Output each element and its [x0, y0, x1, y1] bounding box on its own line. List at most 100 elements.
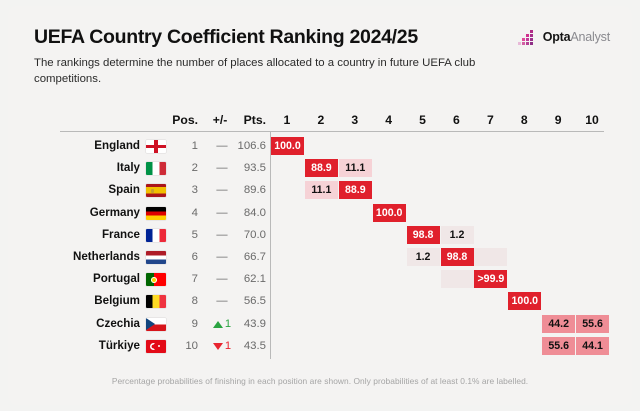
page-title: UEFA Country Coefficient Ranking 2024/25 [34, 26, 418, 48]
position-value: 5 [191, 228, 198, 241]
table-row[interactable]: Belgium 8 — 56.5 100.0 [8, 290, 632, 312]
probability-cell[interactable]: 98.8 [406, 225, 440, 244]
flag-germany-icon [146, 206, 166, 220]
probability-cell[interactable]: 44.1 [576, 336, 610, 355]
infographic-card: UEFA Country Coefficient Ranking 2024/25… [8, 6, 632, 405]
points-value: 62.1 [243, 273, 266, 286]
delta-value: — [204, 290, 240, 312]
points-value: 66.7 [243, 251, 266, 263]
table-row[interactable]: Spain 3 — 89.6 11.1 88.9 [8, 179, 632, 201]
country-name: France [101, 227, 140, 241]
points-value: 43.5 [243, 339, 266, 352]
ranking-grid: Pos. +/- Pts. 1 2 3 4 5 6 7 8 9 10 England 1 — 106.6 100.… [8, 110, 632, 360]
position-value: 1 [191, 140, 198, 152]
country-name: Türkiye [98, 338, 140, 352]
flag-italy-icon [146, 162, 166, 176]
table-row[interactable]: France 5 — 70.0 98.8 1.2 [8, 224, 632, 246]
delta-value: — [204, 268, 240, 290]
probability-cell[interactable] [440, 270, 474, 289]
table-row[interactable]: Netherlands 6 — 66.7 1.2 98.8 [8, 246, 632, 268]
column-header-pos: Pos. [172, 113, 198, 127]
country-name: Spain [108, 183, 140, 197]
table-row[interactable]: Czechia 9 1 43.9 44.2 55.6 [8, 313, 632, 335]
flag-england-icon [146, 140, 166, 153]
table-row[interactable]: Italy 2 — 93.5 88.9 11.1 [8, 157, 632, 179]
flag-czechia-icon [146, 317, 166, 331]
no-change-icon: — [216, 184, 228, 197]
logo-product: Analyst [570, 30, 610, 44]
arrow-up-icon [212, 320, 223, 328]
probability-cell[interactable]: 100.0 [372, 203, 406, 222]
delta-value: — [204, 157, 240, 179]
logo-text: OptaAnalyst [543, 30, 610, 44]
position-value: 8 [191, 295, 198, 308]
delta-value: 1 [204, 313, 240, 335]
position-value: 3 [191, 184, 198, 197]
position-value: 4 [191, 206, 198, 219]
ranking-table: Pos. +/- Pts. 1 2 3 4 5 6 7 8 9 10 England 1 — 106.6 100.… [8, 110, 632, 360]
table-row[interactable]: Portugal 7 — 62.1 >99.9 [8, 268, 632, 290]
column-header-position-6: 6 [453, 113, 460, 127]
country-name: Italy [116, 161, 140, 175]
column-header-pts: Pts. [243, 113, 266, 127]
position-value: 7 [191, 273, 198, 286]
flag-belgium-icon [146, 295, 166, 309]
probability-cell[interactable]: 44.2 [542, 314, 576, 333]
delta-value: — [204, 224, 240, 246]
points-value: 84.0 [243, 206, 266, 219]
no-change-icon: — [216, 140, 228, 152]
column-header-position-2: 2 [317, 113, 325, 127]
flag-netherlands-icon [146, 251, 166, 264]
country-name: Belgium [94, 294, 140, 308]
position-value: 6 [191, 251, 198, 263]
country-name: England [94, 139, 140, 152]
opta-analyst-logo: OptaAnalyst [517, 28, 610, 46]
position-value: 10 [185, 339, 198, 352]
country-name: Germany [89, 205, 140, 219]
probability-cell[interactable]: 11.1 [338, 159, 372, 178]
logo-brand: Opta [542, 30, 571, 44]
probability-cell[interactable]: 100.0 [271, 137, 304, 155]
no-change-icon: — [216, 206, 228, 219]
no-change-icon: — [216, 228, 228, 241]
column-header-delta: +/- [212, 113, 228, 127]
opta-pixel-mark-icon [517, 29, 538, 45]
matrix-divider [270, 131, 271, 359]
column-header-position-3: 3 [351, 113, 359, 127]
probability-cell[interactable]: 55.6 [576, 314, 610, 333]
probability-cell[interactable]: 100.0 [508, 292, 542, 311]
delta-value: — [204, 246, 240, 268]
probability-cell[interactable]: 11.1 [304, 181, 338, 200]
table-row[interactable]: England 1 — 106.6 100.0 [8, 135, 632, 157]
probability-cell[interactable]: 98.8 [440, 248, 474, 266]
country-name: Netherlands [72, 250, 140, 263]
column-header-position-4: 4 [385, 113, 393, 127]
no-change-icon: — [216, 295, 228, 308]
table-row[interactable]: Germany 4 — 84.0 100.0 [8, 202, 632, 224]
column-header-position-8: 8 [520, 113, 528, 127]
probability-cell[interactable]: >99.9 [474, 270, 508, 289]
position-value: 2 [191, 162, 198, 175]
points-value: 93.5 [243, 162, 266, 175]
no-change-icon: — [216, 162, 228, 175]
points-value: 70.0 [243, 228, 266, 241]
points-value: 89.6 [243, 184, 266, 197]
column-header-position-10: 10 [585, 113, 599, 127]
probability-cell[interactable]: 1.2 [440, 225, 474, 244]
delta-value: — [204, 179, 240, 201]
delta-value: — [204, 135, 240, 157]
column-header-position-1: 1 [283, 113, 291, 127]
probability-cell[interactable]: 88.9 [304, 159, 338, 178]
points-value: 43.9 [243, 317, 266, 330]
points-value: 56.5 [243, 295, 266, 308]
flag-portugal-icon [146, 273, 166, 287]
probability-cell[interactable]: 88.9 [338, 181, 372, 200]
probability-cell[interactable]: 1.2 [406, 248, 440, 266]
flag-turkiye-icon [146, 339, 166, 353]
probability-cell[interactable]: 55.6 [542, 336, 576, 355]
header-rule [60, 131, 604, 132]
column-header-position-5: 5 [419, 113, 426, 127]
probability-cell[interactable] [474, 248, 508, 266]
table-row[interactable]: Türkiye 10 1 43.5 55.6 44.1 [8, 335, 632, 357]
delta-value: 1 [204, 335, 240, 357]
